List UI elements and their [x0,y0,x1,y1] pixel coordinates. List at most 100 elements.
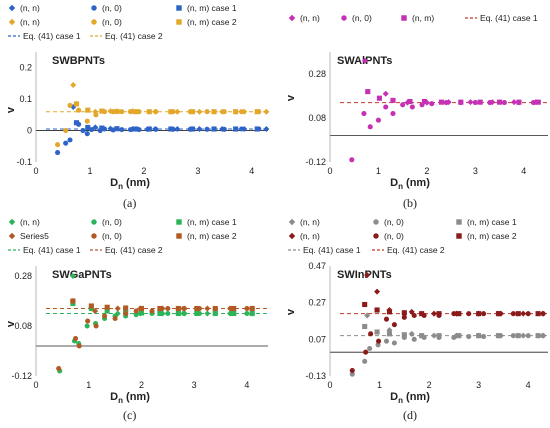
data-point [63,140,69,146]
data-point [93,323,99,329]
legend-marker [176,19,182,25]
data-point [362,323,368,330]
data-point [495,311,502,317]
legend-label: (n, 0) [384,217,404,227]
x-axis-label: Dn (nm) [390,391,430,405]
data-point [408,308,415,315]
y-tick-label: 0.47 [308,261,326,271]
legend-marker [91,5,97,11]
data-point [70,82,77,88]
data-point [146,109,152,115]
data-point [249,310,255,317]
data-point [530,100,537,106]
data-point [362,301,368,308]
data-point [466,334,472,340]
data-point [367,124,373,130]
data-point [63,128,69,134]
data-point [401,310,407,316]
data-point [231,310,237,317]
chart-a-svg: (n, n) (n, 0) (n, m) case 1 (n, n) (n, 0) (n,… [5,3,270,191]
x-tick-label: 4 [244,380,249,390]
data-point [168,126,174,132]
data-point [497,99,503,105]
data-point [401,314,407,320]
data-point [467,99,474,106]
data-point [55,150,61,156]
caption-b: (b) [403,196,417,210]
data-point [165,310,171,317]
legend-label: (n, m) case 1 [187,217,237,227]
legend-marker [373,233,379,239]
legend-label: Eq. (41) case 1 [480,13,538,23]
legend-marker [456,219,462,225]
legend-label: Eq. (41) case 2 [387,245,445,255]
caption-c: (c) [123,408,137,422]
legend-label: (n, n) [300,231,320,241]
data-point [146,126,152,132]
data-point [211,126,217,132]
legend-marker [8,18,16,26]
x-tick-label: 2 [139,380,144,390]
data-point [239,109,245,115]
x-tick-label: 3 [192,380,197,390]
y-tick-label: -0.13 [305,371,326,381]
data-point [400,102,406,108]
data-point [365,89,371,95]
data-point [196,108,203,115]
data-point [535,311,541,317]
data-point [153,126,159,132]
data-point [391,340,397,346]
data-point [85,318,91,324]
x-tick-label: 0 [327,380,332,390]
data-point [515,333,521,339]
chart-d-svg: (n, n) (n, 0) (n, m) case 1 (n, n) (n, 0) (n,… [285,217,548,405]
data-point [419,333,425,339]
data-point [481,311,487,317]
data-point [520,310,527,317]
data-point [263,126,270,132]
data-point [511,99,518,106]
data-point [233,109,239,115]
data-point [56,365,62,372]
data-point [114,108,120,114]
x-tick-label: 0 [327,166,332,176]
data-point [419,311,425,317]
caption-a: (a) [123,196,137,210]
x-tick-label: 2 [141,166,146,176]
data-point [254,109,260,115]
x-tick-label: 4 [249,166,254,176]
data-point [181,305,187,312]
data-point [174,108,181,115]
legend: (n, n) (n, 0) (n, m) case 1 Series5 (n, 0) (n… [8,217,237,255]
data-point [93,112,99,118]
chart-panel-d: (n, n) (n, 0) (n, m) case 1 (n, n) (n, 0) (n,… [280,214,550,405]
data-point [436,311,442,317]
legend-marker [401,15,407,21]
data-point [189,109,196,115]
data-point [55,142,61,148]
y-axis-label: v [285,308,297,315]
data-point [119,109,125,115]
data-point [233,126,239,132]
legend: (n, n) (n, 0) (n, m) case 1 (n, n) (n, 0) (n,… [8,3,237,41]
data-point [361,111,367,117]
data-point [510,333,516,339]
legend-marker [8,4,16,12]
x-tick-label: 0 [33,380,38,390]
legend-label: Eq. (41) case 1 [23,245,81,255]
data-point [181,310,187,317]
legend-label: (n, 0) [102,217,122,227]
y-axis-label: v [5,320,17,327]
chart-title: SWBPNTs [52,55,105,67]
legend-label: (n, 0) [352,13,372,23]
series-square [365,89,541,105]
data-point [104,308,110,314]
data-point [104,304,110,310]
data-point [76,343,82,349]
caption-d: (d) [403,408,417,422]
data-point [386,331,393,337]
legend-marker [91,219,97,225]
data-point [175,310,181,317]
data-point [429,101,435,107]
data-point [212,305,218,312]
